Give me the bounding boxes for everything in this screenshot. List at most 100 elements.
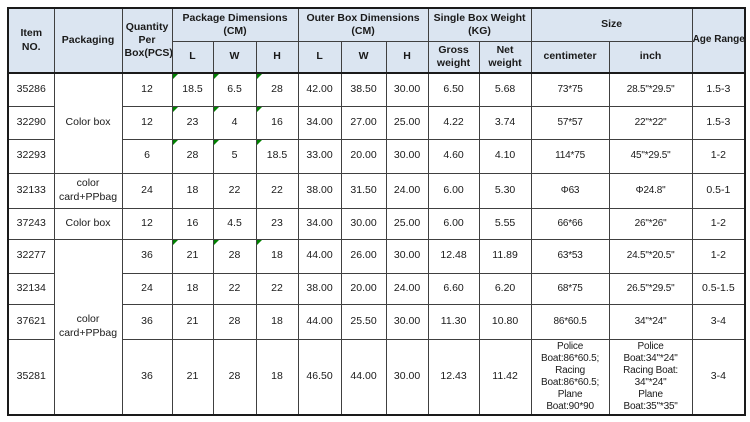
- gross-weight-cell: 4.60: [427, 138, 480, 174]
- package-dim-cell: 23: [255, 207, 299, 240]
- error-indicator-icon: [173, 240, 178, 245]
- quantity-cell: 36: [121, 303, 173, 340]
- packaging-cell: Color box: [53, 207, 123, 240]
- outer-dim-cell: 27.00: [340, 105, 387, 140]
- size-inch-cell: 22"*22": [608, 105, 693, 140]
- size-inch-cell: 26.5"*29.5": [608, 272, 693, 305]
- package-dim-cell: 6.5: [212, 72, 257, 107]
- header-net-weight: Net weight: [478, 40, 532, 74]
- size-centimeter-cell: Police Boat:86*60.5; Racing Boat:86*60.5…: [530, 338, 610, 415]
- header-size: Size: [530, 7, 693, 42]
- package-dim-cell: 28: [171, 138, 214, 174]
- gross-weight-cell: 6.00: [427, 172, 480, 209]
- quantity-cell: 6: [121, 138, 173, 174]
- size-centimeter-cell: Φ63: [530, 172, 610, 209]
- header-row-subcolumns: L W H L W H Gross weight Net weight cent…: [8, 40, 745, 74]
- table-row: 32293 6 28 5 18.5 33.00 20.00 30.00 4.60 4.10 114*…: [7, 138, 746, 174]
- size-inch-cell: 26"*26": [608, 207, 693, 240]
- size-inch-cell: Police Boat:34"*24" Racing Boat: 34"*24"…: [608, 338, 693, 415]
- net-weight-cell: 3.74: [478, 105, 532, 140]
- outer-dim-cell: 38.50: [340, 72, 387, 107]
- gross-weight-cell: 11.30: [427, 303, 480, 340]
- outer-dim-cell: 34.00: [297, 105, 342, 140]
- header-quantity-per-box: Quantity Per Box(PCS): [121, 7, 173, 74]
- size-centimeter-cell: 86*60.5: [530, 303, 610, 340]
- outer-dim-cell: 30.00: [385, 72, 429, 107]
- outer-dim-cell: 24.00: [385, 272, 429, 305]
- header-row-groups: Item NO. Packaging Quantity Per Box(PCS)…: [7, 7, 746, 74]
- item-no-cell: 32277: [7, 238, 55, 274]
- outer-dim-cell: 33.00: [297, 138, 342, 174]
- package-dim-cell: 28: [212, 303, 257, 340]
- header-single-box-weight: Single Box Weight (KG): [427, 7, 532, 42]
- package-dim-cell: 21: [171, 303, 214, 340]
- outer-dim-cell: 38.00: [297, 172, 342, 209]
- outer-dim-cell: 44.00: [297, 238, 342, 274]
- outer-dim-cell: 44.00: [297, 303, 342, 340]
- package-dim-cell: 22: [255, 172, 299, 209]
- product-spec-table: Item NO. Packaging Quantity Per Box(PCS)…: [7, 7, 747, 416]
- net-weight-cell: 5.55: [478, 207, 532, 240]
- header-outer-h: H: [385, 40, 429, 74]
- outer-dim-cell: 34.00: [297, 207, 342, 240]
- package-dim-cell: 22: [255, 272, 299, 305]
- header-size-centimeter: centimeter: [530, 40, 610, 74]
- outer-dim-cell: 44.00: [340, 338, 387, 415]
- net-weight-cell: 10.80: [478, 303, 532, 340]
- packaging-cell: color card+PPbag: [53, 238, 123, 415]
- table-row: 32290 12 23 4 16 34.00 27.00 25.00 4.22 3.74 57*57…: [7, 105, 746, 140]
- package-dim-cell: 4.5: [212, 207, 257, 240]
- error-indicator-icon: [257, 240, 262, 245]
- item-no-cell: 32134: [7, 272, 55, 305]
- net-weight-cell: 5.68: [478, 72, 532, 107]
- error-indicator-icon: [257, 107, 262, 112]
- package-dim-cell: 18: [255, 338, 299, 415]
- gross-weight-cell: 6.60: [427, 272, 480, 305]
- net-weight-cell: 4.10: [478, 138, 532, 174]
- package-dim-cell: 18: [171, 172, 214, 209]
- packaging-cell: color card+PPbag: [53, 172, 123, 209]
- age-range-cell: 3-4: [691, 338, 746, 415]
- package-dim-cell: 18: [255, 303, 299, 340]
- table-header: Item NO. Packaging Quantity Per Box(PCS)…: [7, 7, 746, 74]
- table-row: 37621 36 21 28 18 44.00 25.50 30.00 11.30 10.80 86…: [7, 303, 746, 340]
- outer-dim-cell: 38.00: [297, 272, 342, 305]
- error-indicator-icon: [214, 240, 219, 245]
- outer-dim-cell: 20.00: [340, 138, 387, 174]
- package-dim-cell: 18: [171, 272, 214, 305]
- size-inch-cell: 34"*24": [608, 303, 693, 340]
- outer-dim-cell: 46.50: [297, 338, 342, 415]
- size-centimeter-cell: 66*66: [530, 207, 610, 240]
- package-dim-cell: 16: [171, 207, 214, 240]
- package-dim-cell: 5: [212, 138, 257, 174]
- size-centimeter-cell: 114*75: [530, 138, 610, 174]
- header-package-dimensions: Package Dimensions (CM): [171, 7, 299, 42]
- package-dim-cell: 21: [171, 238, 214, 274]
- gross-weight-cell: 4.22: [427, 105, 480, 140]
- header-package-h: H: [255, 40, 299, 74]
- header-packaging: Packaging: [53, 7, 123, 74]
- package-dim-cell: 18: [255, 238, 299, 274]
- table-row: 35286 Color box 12 18.5 6.5 28 42.00 38.50 30.00…: [7, 72, 746, 174]
- header-package-w: W: [212, 40, 257, 74]
- net-weight-cell: 5.30: [478, 172, 532, 209]
- package-dim-cell: 21: [171, 338, 214, 415]
- age-range-cell: 0.5-1: [691, 172, 746, 209]
- package-dim-cell: 28: [212, 238, 257, 274]
- size-centimeter-cell: 68*75: [530, 272, 610, 305]
- item-no-cell: 32290: [7, 105, 55, 140]
- error-indicator-icon: [257, 75, 262, 79]
- error-indicator-icon: [214, 140, 219, 145]
- header-age-range: Age Range: [691, 7, 746, 74]
- error-indicator-icon: [173, 75, 178, 79]
- table-row: 32134 24 18 22 22 38.00 20.00 24.00 6.60 6.20 68*7…: [7, 272, 746, 305]
- package-dim-cell: 23: [171, 105, 214, 140]
- error-indicator-icon: [173, 140, 178, 145]
- age-range-cell: 1-2: [691, 238, 746, 274]
- package-dim-cell: 16: [255, 105, 299, 140]
- table-row: 35281 36 21 28 18 46.50 44.00 30.00 12.43 11.42 Po…: [7, 338, 746, 415]
- item-no-cell: 37243: [7, 207, 55, 240]
- net-weight-cell: 11.89: [478, 238, 532, 274]
- header-size-inch: inch: [608, 40, 693, 74]
- error-indicator-icon: [214, 75, 219, 79]
